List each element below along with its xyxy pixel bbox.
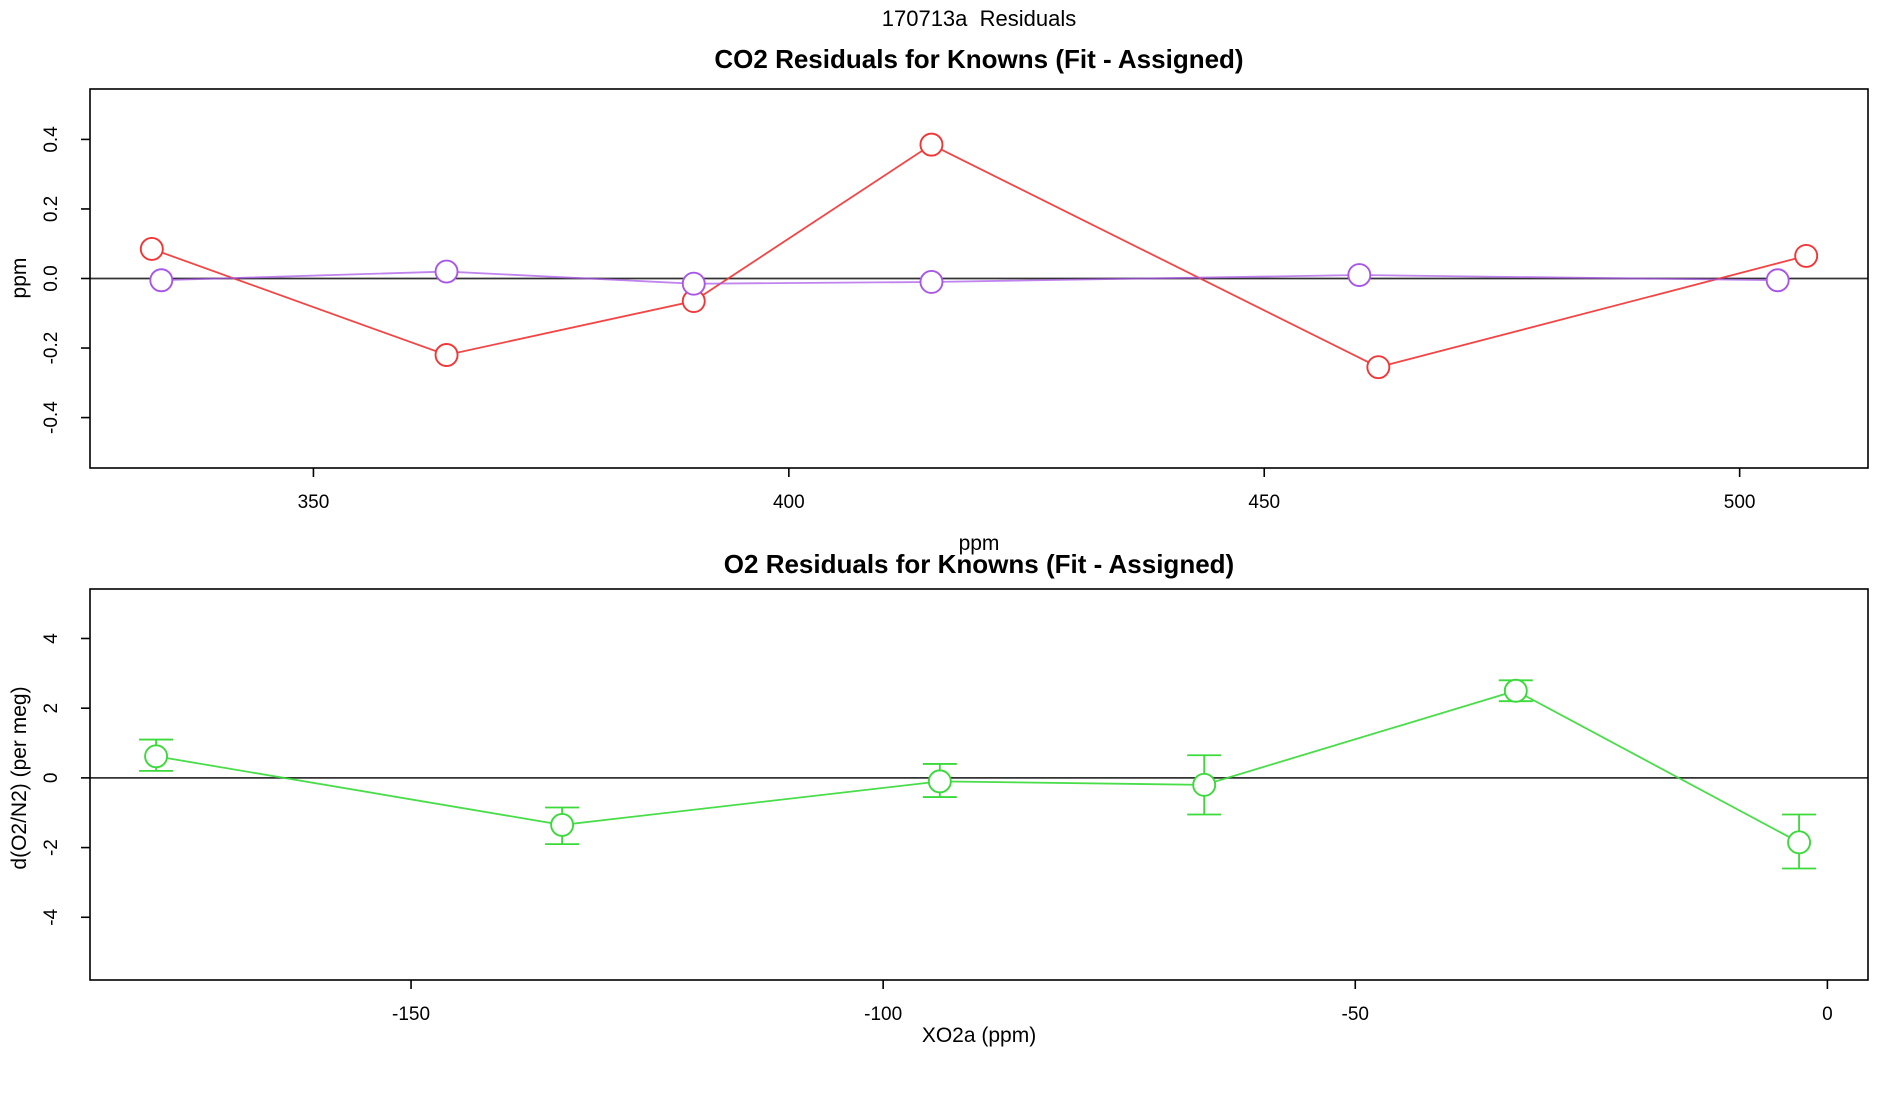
red-data-point: [434, 343, 459, 367]
green-data-point: [1192, 772, 1217, 797]
y-tick-label: 0.0: [41, 265, 62, 291]
purple-data-point: [919, 270, 944, 294]
purple-data-point: [1347, 263, 1372, 287]
purple-data-point: [434, 259, 459, 284]
x-tick-label: 500: [1724, 492, 1756, 513]
x-tick-label: 350: [298, 492, 330, 513]
o2-chart-title: O2 Residuals for Knowns (Fit - Assigned): [723, 549, 1235, 579]
red-data-point: [1794, 243, 1819, 268]
o2-x-axis-label: XO2a (ppm): [921, 1024, 1037, 1047]
co2-x-axis-label: ppm: [958, 532, 1000, 555]
green-data-point: [927, 769, 952, 794]
y-tick-label: 2: [41, 703, 62, 714]
green-data-point: [1787, 830, 1812, 855]
y-tick-label: -0.2: [41, 332, 62, 365]
purple-data-point: [681, 271, 706, 296]
figure-title: 170713a Residuals: [881, 6, 1077, 31]
x-tick-label: 400: [773, 492, 805, 513]
y-tick-label: -2: [41, 839, 62, 856]
x-tick-label: -50: [1342, 1004, 1369, 1025]
y-tick-label: 4: [41, 633, 62, 644]
chart-panel-1: -150 -100 -50 0 -4 -2 0 2 4: [41, 588, 1869, 1025]
y-tick-label: 0: [41, 773, 62, 784]
purple-data-point: [1765, 268, 1790, 293]
y-tick-label: 0.2: [41, 196, 62, 222]
red-data-point: [1366, 355, 1391, 380]
green-data-point: [144, 744, 169, 769]
green-data-point: [1503, 678, 1528, 703]
x-tick-label: 450: [1248, 492, 1280, 513]
y-tick-label: -0.4: [41, 401, 62, 434]
purple-data-point: [149, 268, 174, 293]
x-tick-label: -100: [864, 1004, 902, 1025]
red-data-point: [919, 132, 944, 157]
co2-chart-title: CO2 Residuals for Knowns (Fit - Assigned…: [714, 44, 1244, 74]
green-series-line: [155, 689, 1800, 844]
purple-series-line: [161, 270, 1778, 285]
red-data-point: [139, 236, 164, 261]
plot-border: [89, 588, 1869, 981]
red-series-line: [151, 143, 1807, 369]
chart-panel-0: 350 400 450 500 -0.4 -0.2 0.0 0.2 0.4: [41, 88, 1869, 513]
y-tick-label: -4: [41, 908, 62, 925]
x-tick-label: -150: [392, 1004, 430, 1025]
green-data-point: [550, 812, 575, 837]
x-tick-label: 0: [1822, 1004, 1833, 1025]
y-tick-label: 0.4: [41, 126, 62, 153]
